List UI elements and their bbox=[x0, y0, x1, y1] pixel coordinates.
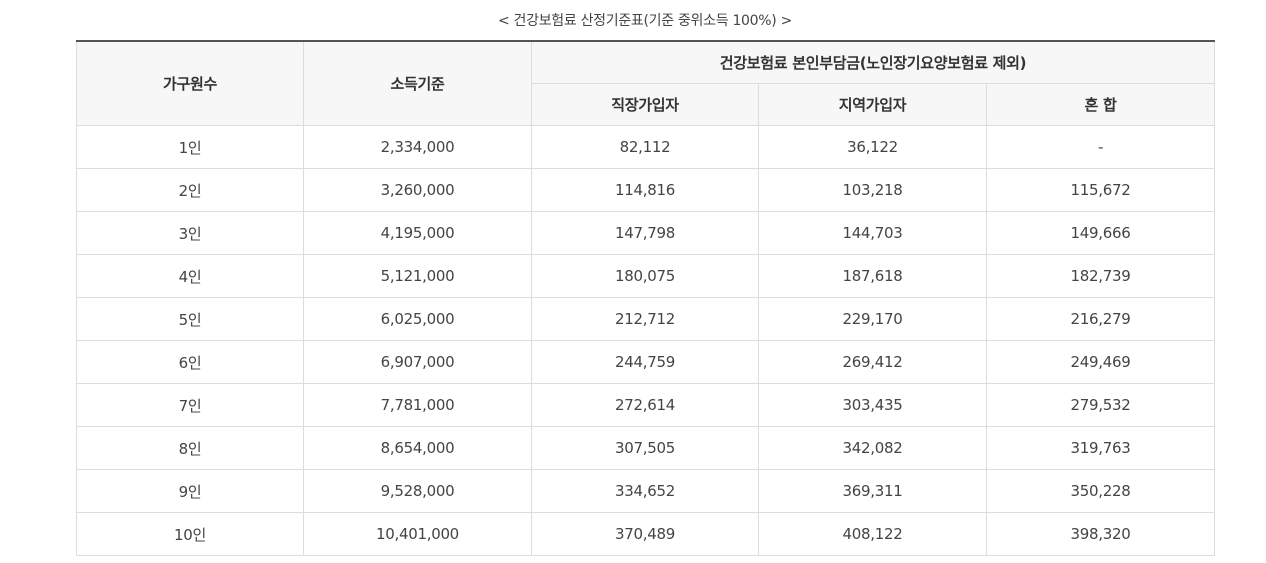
cell-mixed: 182,739 bbox=[985, 254, 1216, 298]
cell-mixed: 398,320 bbox=[985, 512, 1216, 556]
header-household: 가구원수 bbox=[76, 40, 304, 126]
header-employee: 직장가입자 bbox=[531, 83, 759, 126]
table-header: 가구원수 소득기준 건강보험료 본인부담금(노인장기요양보험료 제외) 직장가입… bbox=[76, 40, 1216, 126]
cell-mixed: 249,469 bbox=[985, 340, 1216, 384]
cell-regional: 369,311 bbox=[758, 469, 987, 513]
cell-household: 5인 bbox=[76, 297, 304, 341]
cell-household: 4인 bbox=[76, 254, 304, 298]
table-row: 10인 10,401,000 370,489 408,122 398,320 bbox=[76, 512, 1216, 556]
cell-regional: 36,122 bbox=[758, 125, 987, 169]
cell-employee: 114,816 bbox=[531, 168, 759, 212]
cell-household: 9인 bbox=[76, 469, 304, 513]
cell-regional: 144,703 bbox=[758, 211, 987, 255]
cell-income: 2,334,000 bbox=[303, 125, 532, 169]
table-row: 5인 6,025,000 212,712 229,170 216,279 bbox=[76, 297, 1216, 341]
header-mixed: 혼 합 bbox=[985, 83, 1216, 126]
table-row: 9인 9,528,000 334,652 369,311 350,228 bbox=[76, 469, 1216, 513]
cell-income: 7,781,000 bbox=[303, 383, 532, 427]
table-row: 1인 2,334,000 82,112 36,122- bbox=[76, 125, 1216, 169]
cell-household: 7인 bbox=[76, 383, 304, 427]
cell-regional: 229,170 bbox=[758, 297, 987, 341]
table-caption: < 건강보험료 산정기준표(기준 중위소득 100%) > bbox=[497, 13, 793, 29]
cell-mixed: 216,279 bbox=[985, 297, 1216, 341]
cell-mixed: 319,763 bbox=[985, 426, 1216, 470]
cell-employee: 370,489 bbox=[531, 512, 759, 556]
cell-income: 5,121,000 bbox=[303, 254, 532, 298]
cell-employee: 244,759 bbox=[531, 340, 759, 384]
cell-household: 1인 bbox=[76, 125, 304, 169]
cell-regional: 342,082 bbox=[758, 426, 987, 470]
cell-regional: 103,218 bbox=[758, 168, 987, 212]
cell-income: 3,260,000 bbox=[303, 168, 532, 212]
header-premium-group: 건강보험료 본인부담금(노인장기요양보험료 제외) bbox=[530, 40, 1216, 84]
table-row: 6인 6,907,000 244,759 269,412 249,469 bbox=[76, 340, 1216, 384]
cell-mixed: - bbox=[985, 125, 1216, 169]
cell-employee: 212,712 bbox=[531, 297, 759, 341]
cell-regional: 269,412 bbox=[758, 340, 987, 384]
cell-regional: 408,122 bbox=[758, 512, 987, 556]
cell-income: 6,025,000 bbox=[303, 297, 532, 341]
cell-income: 8,654,000 bbox=[303, 426, 532, 470]
cell-mixed: 115,672 bbox=[985, 168, 1216, 212]
cell-household: 3인 bbox=[76, 211, 304, 255]
table-row: 8인 8,654,000 307,505 342,082 319,763 bbox=[76, 426, 1216, 470]
cell-income: 10,401,000 bbox=[303, 512, 532, 556]
cell-employee: 307,505 bbox=[531, 426, 759, 470]
cell-income: 6,907,000 bbox=[303, 340, 532, 384]
table-body: 1인 2,334,000 82,112 36,122-2인 3,260,000 114,8… bbox=[76, 125, 1216, 556]
cell-mixed: 350,228 bbox=[985, 469, 1216, 513]
cell-employee: 272,614 bbox=[531, 383, 759, 427]
table-row: 3인 4,195,000 147,798 144,703 149,666 bbox=[76, 211, 1216, 255]
cell-income: 9,528,000 bbox=[303, 469, 532, 513]
cell-mixed: 279,532 bbox=[985, 383, 1216, 427]
cell-household: 6인 bbox=[76, 340, 304, 384]
header-income: 소득기준 bbox=[303, 40, 532, 126]
cell-mixed: 149,666 bbox=[985, 211, 1216, 255]
cell-household: 10인 bbox=[76, 512, 304, 556]
cell-regional: 187,618 bbox=[758, 254, 987, 298]
cell-employee: 180,075 bbox=[531, 254, 759, 298]
cell-household: 2인 bbox=[76, 168, 304, 212]
premium-table: 가구원수 소득기준 건강보험료 본인부담금(노인장기요양보험료 제외) 직장가입… bbox=[76, 40, 1216, 556]
cell-household: 8인 bbox=[76, 426, 304, 470]
cell-income: 4,195,000 bbox=[303, 211, 532, 255]
header-regional: 지역가입자 bbox=[758, 83, 987, 126]
cell-employee: 82,112 bbox=[531, 125, 759, 169]
table-row: 2인 3,260,000 114,816 103,218 115,672 bbox=[76, 168, 1216, 212]
table-row: 7인 7,781,000 272,614 303,435 279,532 bbox=[76, 383, 1216, 427]
cell-regional: 303,435 bbox=[758, 383, 987, 427]
cell-employee: 334,652 bbox=[531, 469, 759, 513]
header-row-2: 직장가입자 지역가입자 혼 합 bbox=[77, 83, 1216, 126]
header-row-1: 가구원수 소득기준 건강보험료 본인부담금(노인장기요양보험료 제외) bbox=[76, 40, 1216, 126]
cell-employee: 147,798 bbox=[531, 211, 759, 255]
table-row: 4인 5,121,000 180,075 187,618 182,739 bbox=[76, 254, 1216, 298]
